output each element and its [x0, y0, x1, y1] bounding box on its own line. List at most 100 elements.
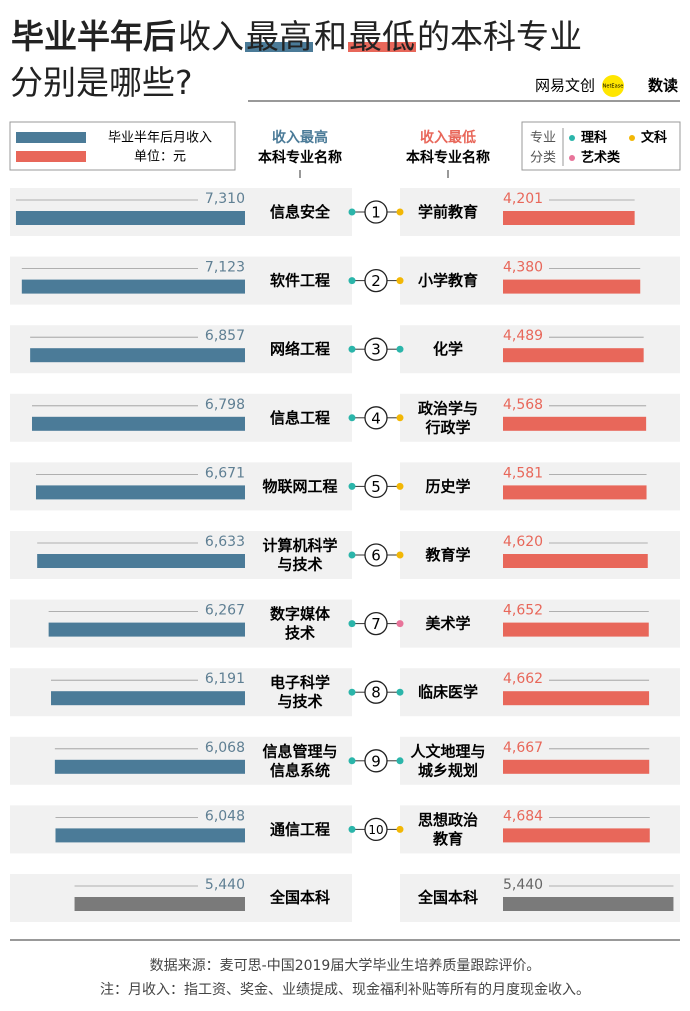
class-name: 艺术类 [581, 150, 621, 166]
class-dot [396, 757, 404, 765]
bar [503, 622, 649, 637]
class-dot [348, 482, 356, 490]
rank-circle [364, 474, 388, 499]
footer: 数据来源：麦可思-中国2019届大学毕业生培养质量跟踪评价。 注：月收入：指工资、… [0, 954, 690, 1002]
rank-circle [364, 680, 388, 704]
major-name: 信息工程 [270, 408, 330, 426]
legend-box [9, 121, 236, 171]
major-name-line: 美术学 [425, 614, 470, 632]
class-dot [396, 688, 404, 696]
rank-circle [364, 268, 388, 293]
major-name-line: 与技术 [277, 692, 322, 710]
major-name-line: 城乡规划 [418, 761, 478, 779]
bar [503, 897, 674, 911]
major-name: 学前教育 [418, 203, 478, 221]
rank-circle [364, 543, 388, 567]
title-part: 和 [314, 17, 347, 56]
brand-logo [602, 75, 624, 97]
class-label: 专业 [530, 131, 556, 146]
major-name: 历史学 [425, 477, 470, 495]
class-dot [396, 414, 404, 422]
baseline-name: 全国本科 [269, 889, 330, 907]
bar [51, 691, 245, 706]
bar [503, 416, 647, 431]
major-name-line: 教育 [432, 829, 463, 847]
bar [503, 759, 650, 774]
bar [30, 348, 245, 363]
value-label: 5,440 [503, 877, 543, 893]
bar [15, 211, 245, 225]
major-name: 教育学 [424, 546, 470, 564]
value-label: 5,440 [205, 877, 245, 893]
rank-circle [364, 749, 388, 773]
legend-swatch [16, 151, 86, 162]
class-dot [396, 482, 404, 490]
bar [31, 416, 245, 431]
major-name-line: 与技术 [277, 555, 322, 573]
bar [37, 554, 245, 568]
major-name: 信息管理与信息系统 [262, 742, 337, 779]
brand: NetEase [603, 84, 624, 90]
class-dot [396, 620, 404, 628]
subtitle: 分别是哪些? [10, 63, 193, 102]
major-name-line: 数字媒体 [270, 605, 331, 623]
major-name-line: 历史学 [425, 477, 470, 495]
title-part: 毕业半年后 [11, 17, 176, 56]
bar [48, 622, 245, 637]
major-name-line: 软件工程 [270, 271, 330, 289]
legend-unit: 单位：元 [134, 150, 186, 165]
bar [503, 485, 647, 500]
value-label: 6,633 [205, 534, 245, 550]
value-label: 4,652 [503, 603, 543, 619]
bar [503, 348, 644, 363]
value-label: 4,684 [503, 808, 543, 824]
class-dot [396, 208, 404, 216]
class-name: 理科 [581, 130, 607, 146]
major-name-line: 小学教育 [418, 271, 478, 289]
class-dot [348, 414, 356, 422]
major-name: 小学教育 [418, 271, 478, 289]
class-dot [629, 135, 635, 141]
series-label: 本科专业名称 [258, 149, 342, 166]
major-name: 政治学与行政学 [418, 399, 478, 436]
rank: 4 [371, 409, 381, 427]
major-name-line: 思想政治 [418, 810, 478, 828]
value-label: 4,380 [503, 260, 543, 276]
class-dot [569, 135, 575, 141]
rank-circle [364, 611, 388, 636]
value-label: 6,857 [205, 328, 245, 344]
title-part: 最低 [348, 17, 416, 56]
class-dot [348, 620, 356, 628]
major-name: 物联网工程 [262, 477, 337, 495]
major-name: 数字媒体技术 [270, 605, 331, 642]
bar [35, 485, 245, 500]
class-name: 文科 [641, 130, 667, 146]
bar [55, 828, 245, 843]
footer-line: 数据来源：麦可思-中国2019届大学毕业生培养质量跟踪评价。 [149, 958, 541, 974]
rank: 1 [371, 204, 381, 222]
bar [54, 759, 245, 774]
rank: 7 [371, 615, 381, 633]
bar [503, 691, 650, 706]
major-name-line: 计算机科学 [262, 536, 337, 554]
class-dot [348, 345, 356, 353]
rank-circle [364, 406, 388, 430]
bar [503, 554, 648, 568]
major-name: 美术学 [425, 614, 470, 632]
major-name-line: 行政学 [424, 418, 470, 436]
bar [21, 279, 245, 294]
legend-label: 毕业半年后月收入 [108, 131, 212, 146]
rank: 10 [368, 823, 383, 837]
major-name-line: 通信工程 [270, 820, 330, 838]
series-name: 收入最高 [272, 129, 328, 146]
class-dot [396, 277, 404, 285]
major-name: 通信工程 [270, 820, 330, 838]
bar [74, 897, 246, 911]
major-name-line: 信息工程 [270, 408, 330, 426]
major-name-line: 信息系统 [270, 761, 330, 779]
brand: 网易文创 [535, 77, 595, 95]
baseline-name: 全国本科 [417, 889, 478, 907]
value-label: 6,191 [205, 671, 245, 687]
